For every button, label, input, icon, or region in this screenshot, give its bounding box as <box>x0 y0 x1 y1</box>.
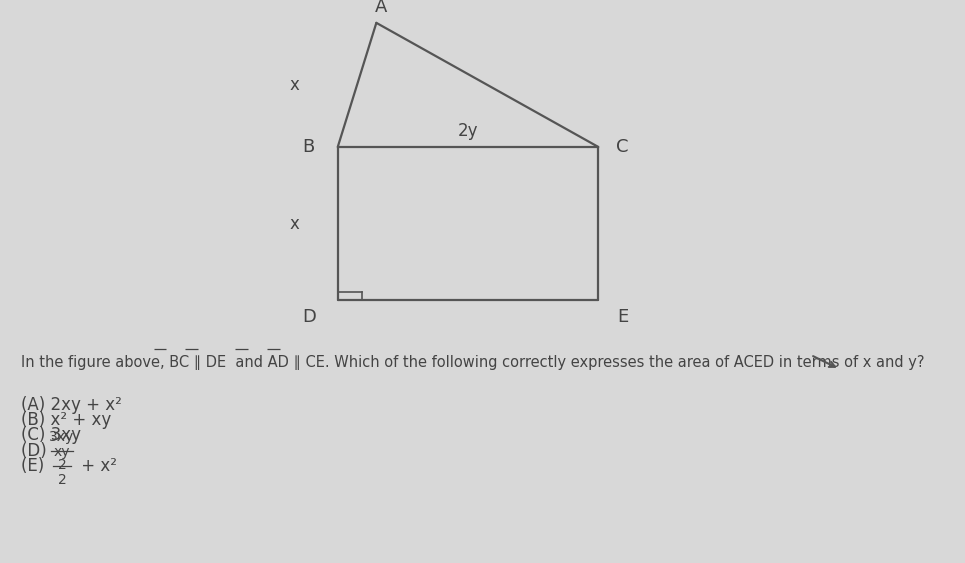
Text: (E): (E) <box>21 457 50 475</box>
Text: (A) 2xy + x²: (A) 2xy + x² <box>21 396 123 414</box>
Text: (B) x² + xy: (B) x² + xy <box>21 411 112 429</box>
Text: 2: 2 <box>58 473 67 487</box>
Text: 3xy: 3xy <box>49 430 74 444</box>
Text: (C) 3xy: (C) 3xy <box>21 426 81 444</box>
Text: xy: xy <box>54 445 70 459</box>
Text: 2: 2 <box>58 458 67 472</box>
Text: A: A <box>375 0 387 16</box>
Text: E: E <box>617 308 628 326</box>
Text: 2y: 2y <box>457 122 479 140</box>
Text: In the figure above, BC ∥ DE  and AD ∥ CE. Which of the following correctly expr: In the figure above, BC ∥ DE and AD ∥ CE… <box>21 355 924 370</box>
Text: x: x <box>290 76 299 94</box>
Text: C: C <box>617 138 628 156</box>
Text: x: x <box>290 215 299 233</box>
Text: + x²: + x² <box>76 457 117 475</box>
Text: D: D <box>302 308 316 326</box>
Text: B: B <box>303 138 315 156</box>
Text: (D): (D) <box>21 442 52 459</box>
